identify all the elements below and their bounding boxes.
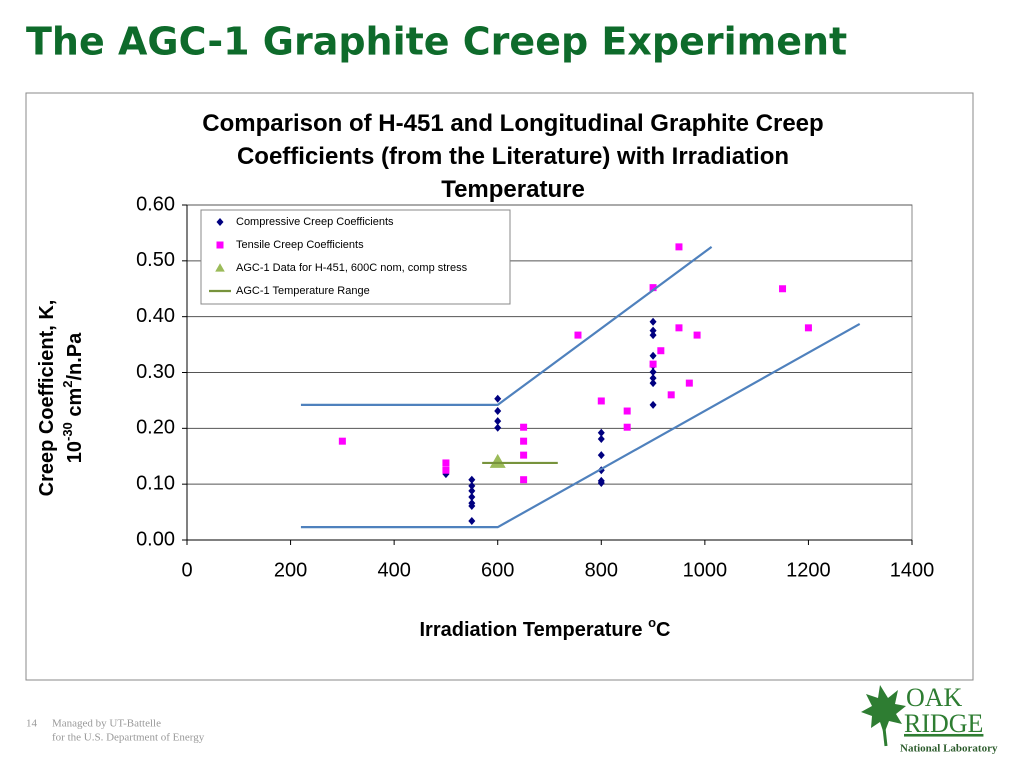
x-tick-label: 0 xyxy=(181,559,192,581)
x-tick-label: 200 xyxy=(274,559,307,581)
legend: Compressive Creep Coefficients Tensile Cr… xyxy=(200,209,511,305)
logo-text: RIDGE xyxy=(904,709,983,738)
series-line xyxy=(300,322,861,529)
data-point xyxy=(649,351,657,360)
footer-text: Managed by UT-Battelle xyxy=(52,718,161,730)
legend-label: AGC-1 Data for H-451, 600C nom, comp str… xyxy=(236,262,468,274)
legend-swatch xyxy=(215,263,225,272)
footer-text: for the U.S. Department of Energy xyxy=(52,732,205,744)
data-point xyxy=(667,391,675,399)
y-tick-label: 0.50 xyxy=(136,249,175,271)
data-point xyxy=(804,324,812,332)
data-point xyxy=(657,347,665,355)
data-point xyxy=(468,475,476,484)
data-point xyxy=(649,331,657,340)
data-point xyxy=(520,437,528,445)
y-axis-label-part: Creep Coefficient, K, xyxy=(36,300,58,497)
data-point xyxy=(779,285,787,293)
data-point xyxy=(489,453,506,468)
x-tick-label: 600 xyxy=(481,559,514,581)
y-tick-label: 0.30 xyxy=(136,361,175,383)
logo-stem xyxy=(882,727,888,747)
data-point xyxy=(685,379,693,387)
data-point xyxy=(494,417,502,426)
y-axis-label-part: -30 xyxy=(60,422,75,441)
y-tick-label: 0.00 xyxy=(136,528,175,550)
chart-frame xyxy=(25,92,974,681)
y-axis-label: 10-30 cm2/n.Pa xyxy=(60,332,86,463)
data-point xyxy=(649,326,657,335)
data-point xyxy=(520,451,528,459)
data-point xyxy=(649,284,657,292)
data-point xyxy=(468,501,476,510)
data-point xyxy=(649,360,657,368)
x-tick-label: 1200 xyxy=(786,559,831,581)
data-point xyxy=(649,400,657,409)
data-point xyxy=(649,317,657,326)
legend-swatch xyxy=(216,241,224,249)
y-axis-label-part: 2 xyxy=(60,381,75,388)
y-tick-label: 0.40 xyxy=(136,305,175,327)
legend-label: Tensile Creep Coefficients xyxy=(236,239,364,251)
data-point xyxy=(675,243,683,251)
x-axis-label-part: o xyxy=(648,615,656,630)
slide-title: The AGC-1 Graphite Creep Experiment xyxy=(26,20,847,64)
y-axis-label-part: /n.Pa xyxy=(64,332,86,381)
data-point xyxy=(338,437,346,445)
data-point xyxy=(494,394,502,403)
data-point xyxy=(597,479,605,488)
legend-box xyxy=(200,209,511,305)
legend-label: AGC-1 Temperature Range xyxy=(236,285,370,297)
x-tick-label: 1400 xyxy=(890,559,935,581)
data-point xyxy=(597,428,605,437)
data-point xyxy=(494,423,502,432)
legend-swatch xyxy=(216,218,224,226)
y-tick-label: 0.60 xyxy=(136,193,175,215)
data-point xyxy=(520,423,528,431)
chart-title: Comparison of H-451 and Longitudinal Gra… xyxy=(202,110,824,203)
data-point xyxy=(468,481,476,490)
logo-leaf xyxy=(861,685,906,734)
x-axis-label-part: Irradiation Temperature xyxy=(420,619,649,641)
data-point xyxy=(649,374,657,383)
data-point xyxy=(623,407,631,415)
x-tick-label: 400 xyxy=(377,559,410,581)
data-point xyxy=(468,486,476,495)
data-point xyxy=(442,466,450,474)
data-point xyxy=(574,331,582,339)
x-tick-label: 800 xyxy=(585,559,618,581)
data-point xyxy=(597,397,605,405)
x-axis-label: Irradiation Temperature oC xyxy=(420,615,671,641)
x-axis-label-part: C xyxy=(656,619,670,641)
y-tick-label: 0.10 xyxy=(136,472,175,494)
data-point xyxy=(693,331,701,339)
data-point xyxy=(468,493,476,502)
data-point xyxy=(597,434,605,443)
data-point xyxy=(675,324,683,332)
data-point xyxy=(494,407,502,416)
data-point xyxy=(468,517,476,526)
y-axis-label: Creep Coefficient, K, xyxy=(36,300,58,497)
data-point xyxy=(597,451,605,460)
logo-text: OAK xyxy=(906,683,963,712)
data-point xyxy=(442,459,450,467)
logo: OAK RIDGE National Laboratory xyxy=(861,683,998,755)
x-tick-label: 1000 xyxy=(683,559,728,581)
data-point xyxy=(623,423,631,431)
y-axis-label-part: 10 xyxy=(64,441,86,463)
series-line xyxy=(300,245,713,406)
y-tick-label: 0.20 xyxy=(136,417,175,439)
logo-text: National Laboratory xyxy=(900,743,998,755)
page-number: 14 xyxy=(26,718,38,730)
data-point xyxy=(649,367,657,376)
data-point xyxy=(649,379,657,388)
y-axis-label-part: cm xyxy=(64,388,86,422)
data-point xyxy=(520,476,528,484)
legend-label: Compressive Creep Coefficients xyxy=(236,216,394,228)
